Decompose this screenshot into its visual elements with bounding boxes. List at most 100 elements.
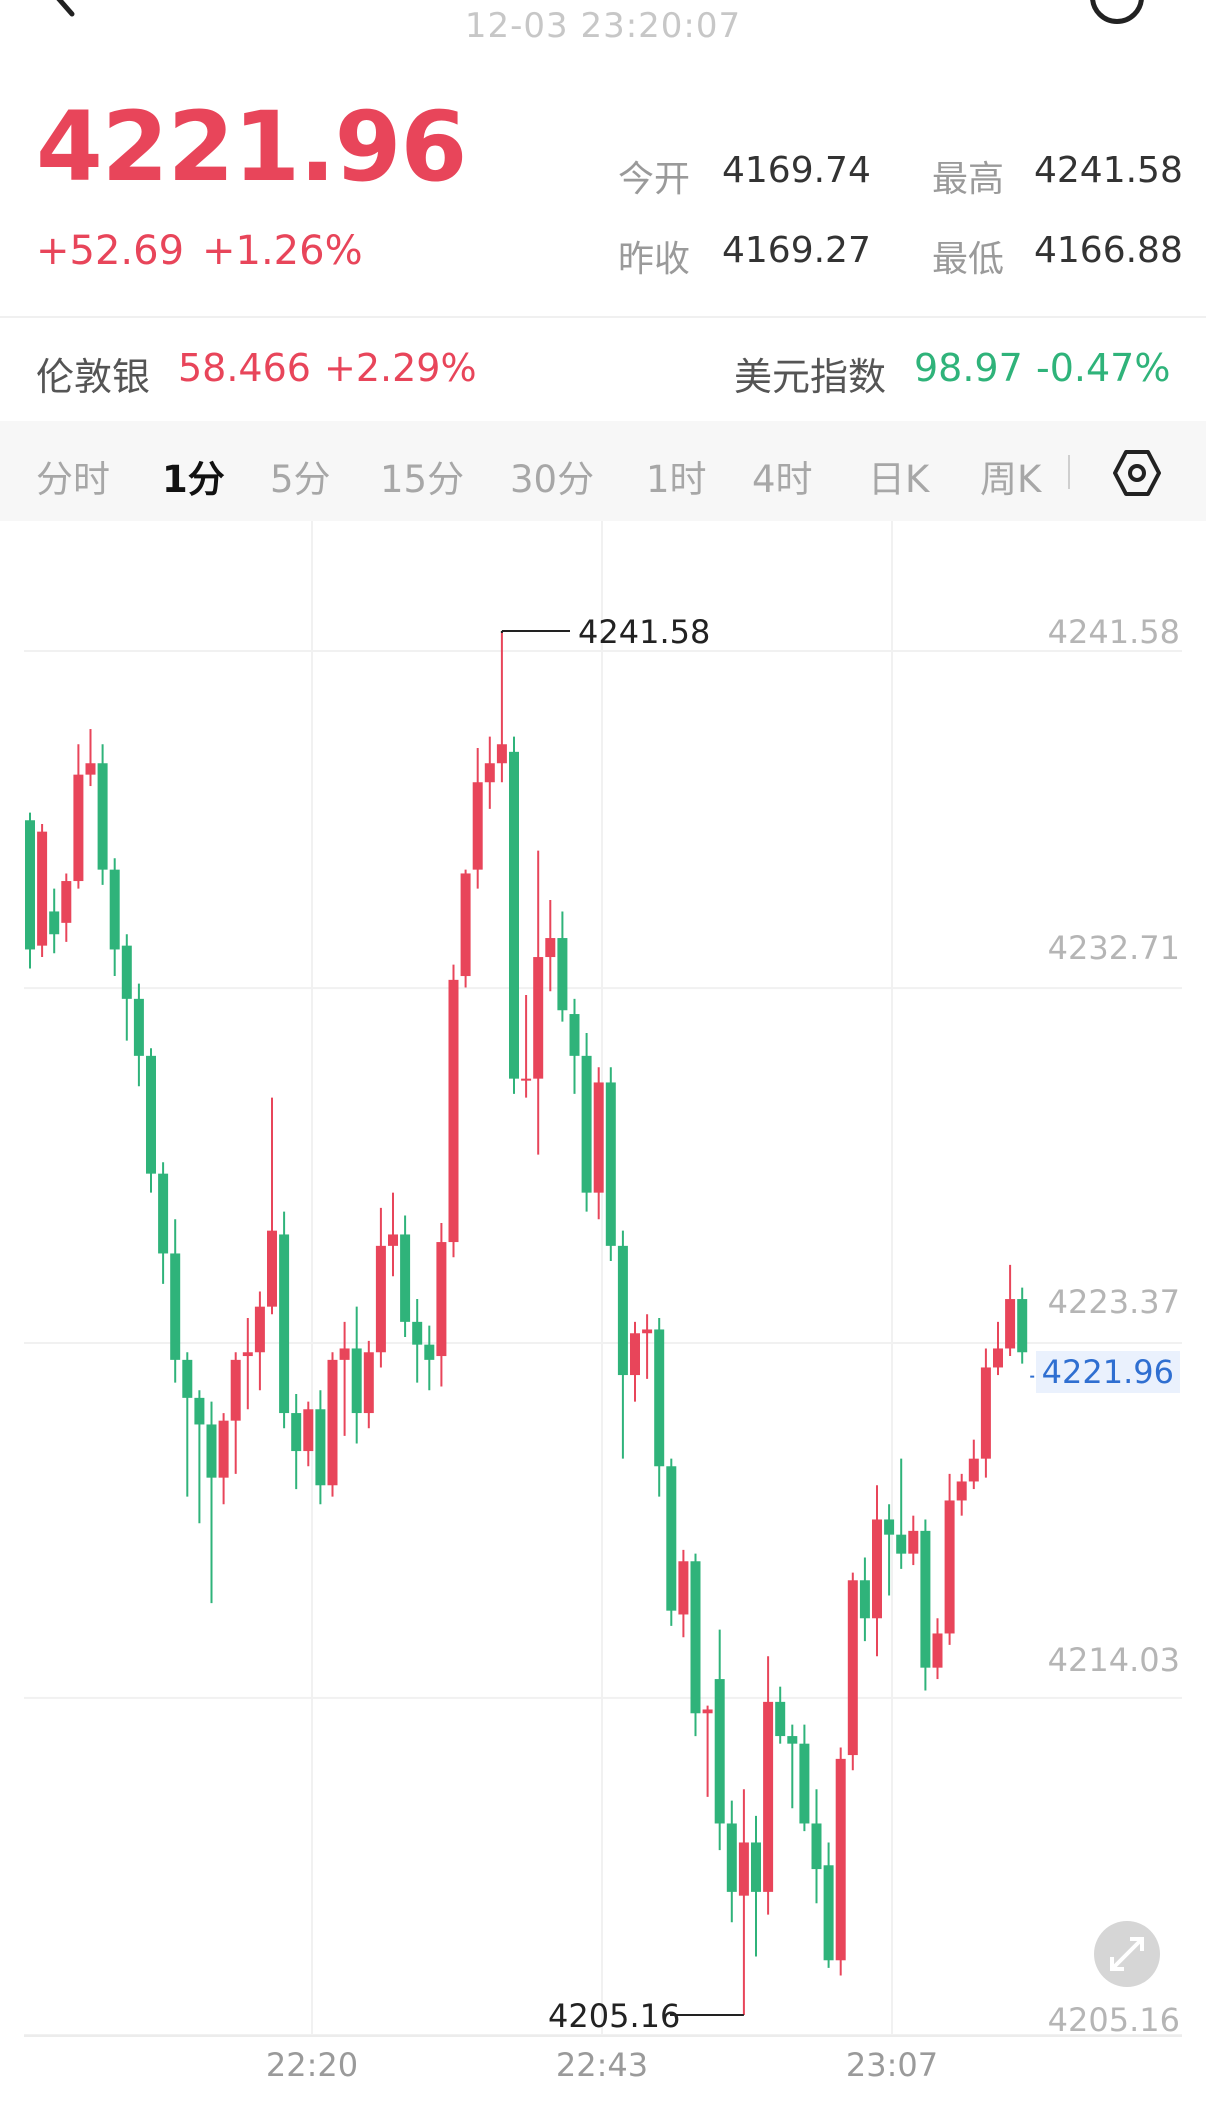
candle-body <box>956 1481 967 1501</box>
candle-body <box>847 1580 858 1756</box>
y-tick-label: 4232.71 <box>1047 929 1180 967</box>
candle-body <box>775 1701 786 1737</box>
candle-body <box>896 1534 907 1554</box>
candle-body <box>1017 1299 1028 1353</box>
min-price-annotation: 4205.16 <box>548 1997 681 2035</box>
candle-body <box>158 1173 169 1254</box>
candle-body <box>763 1701 774 1892</box>
high-label: 最高 <box>932 159 1005 200</box>
candle-body <box>121 945 132 999</box>
tab-weekly[interactable]: 周K <box>980 458 1042 501</box>
candle-body <box>472 782 483 870</box>
related-pct-dxy: -0.47% <box>1036 346 1171 390</box>
candle-body <box>1005 1299 1016 1349</box>
candle-body <box>751 1842 761 1892</box>
candle-body <box>291 1413 302 1452</box>
related-value-dxy: 98.97 <box>914 346 1023 390</box>
tab-5min[interactable]: 5分 <box>270 458 331 501</box>
related-name-silver[interactable]: 伦敦银 <box>36 355 151 399</box>
chart-canvas <box>24 521 1182 2037</box>
candle-body <box>944 1500 955 1634</box>
tab-timeshare[interactable]: 分时 <box>36 458 110 501</box>
candle-body <box>545 938 556 958</box>
low-label: 最低 <box>932 239 1005 280</box>
candle-body <box>557 938 568 1011</box>
candle-body <box>339 1348 350 1360</box>
candle-body <box>230 1359 241 1421</box>
candle-body <box>859 1580 870 1619</box>
tab-1h[interactable]: 1时 <box>646 458 707 501</box>
related-pct-silver: +2.29% <box>324 346 477 390</box>
y-tick-label: 4223.37 <box>1047 1283 1180 1321</box>
related-instruments: 伦敦银 58.466 +2.29% 美元指数 98.97 -0.47% <box>0 318 1206 418</box>
timestamp: 12-03 23:20:07 <box>464 6 742 46</box>
candle-body <box>25 820 35 950</box>
candle-body <box>872 1519 882 1619</box>
candle-body <box>460 873 471 977</box>
candle-body <box>823 1865 834 1961</box>
candle-body <box>73 774 84 882</box>
candle-body <box>424 1344 435 1360</box>
candle-body <box>714 1679 725 1824</box>
candle-body <box>835 1758 846 1961</box>
candle-body <box>242 1352 253 1357</box>
y-tick-label: 4241.58 <box>1047 613 1180 651</box>
divider <box>0 316 1206 318</box>
candle-body <box>799 1743 810 1824</box>
prev-close-label: 昨收 <box>618 239 691 280</box>
candle-body <box>267 1230 277 1307</box>
candle-body <box>85 763 96 775</box>
candle-body <box>363 1352 374 1414</box>
candle-body <box>351 1348 362 1414</box>
related-name-dxy[interactable]: 美元指数 <box>734 355 887 399</box>
open-value: 4169.74 <box>722 150 871 191</box>
candle-body <box>109 869 120 950</box>
last-price-tag: 4221.96 <box>1035 1351 1180 1393</box>
price-change-pct: +1.26% <box>202 228 363 274</box>
candle-body <box>182 1359 193 1398</box>
high-value: 4241.58 <box>1034 150 1183 191</box>
tab-30min[interactable]: 30分 <box>510 458 595 501</box>
candle-body <box>521 1078 532 1081</box>
x-tick-label: 22:43 <box>555 2046 649 2084</box>
low-value: 4166.88 <box>1034 230 1183 271</box>
candle-body <box>206 1424 217 1478</box>
candle-body <box>581 1055 592 1193</box>
tab-daily[interactable]: 日K <box>868 458 930 501</box>
candle-body <box>630 1333 640 1376</box>
candle-body <box>170 1253 181 1360</box>
candle-body <box>303 1409 314 1452</box>
tab-separator <box>1068 455 1070 489</box>
candle-body <box>484 763 495 783</box>
candle-body <box>617 1245 628 1376</box>
candle-body <box>37 831 48 946</box>
prev-close-value: 4169.27 <box>722 230 871 271</box>
candle-body <box>884 1519 895 1535</box>
candle-body <box>533 957 544 1079</box>
max-price-annotation: 4241.58 <box>578 613 711 651</box>
candle-body <box>509 751 519 1079</box>
candle-body <box>569 1014 580 1056</box>
y-tick-label: 4205.16 <box>1047 2001 1180 2039</box>
candle-body <box>254 1306 265 1353</box>
candle-body <box>448 979 459 1243</box>
candle-body <box>993 1348 1003 1368</box>
candle-body <box>49 911 60 935</box>
settings-hexagon-icon[interactable] <box>1112 448 1162 498</box>
candle-body <box>666 1466 677 1611</box>
tab-4h[interactable]: 4时 <box>752 458 813 501</box>
tab-15min[interactable]: 15分 <box>380 458 465 501</box>
candlestick-chart[interactable]: 4241.58 4232.71 4223.37 4214.03 4205.16 … <box>0 521 1206 2104</box>
candle-body <box>496 744 507 764</box>
candle-body <box>702 1709 713 1714</box>
candle-body <box>400 1234 411 1322</box>
back-arrow-icon[interactable] <box>44 0 84 18</box>
candle-body <box>593 1082 604 1193</box>
tab-1min[interactable]: 1分 <box>162 458 225 501</box>
candle-body <box>388 1234 398 1246</box>
candle-body <box>811 1823 822 1870</box>
candle-body <box>315 1409 326 1486</box>
candle-body <box>726 1823 737 1892</box>
x-tick-label: 22:20 <box>265 2046 359 2084</box>
fullscreen-expand-icon[interactable] <box>1094 1921 1160 1987</box>
